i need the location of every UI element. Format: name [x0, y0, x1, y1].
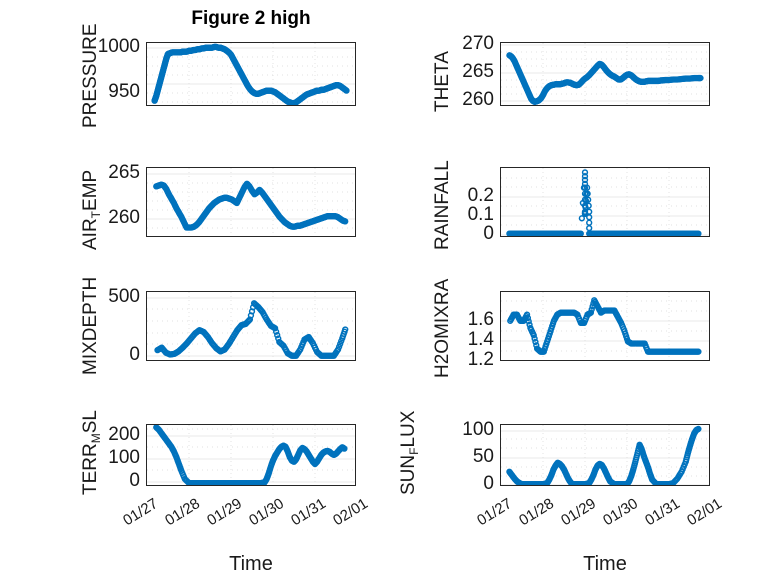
ytick-h2o-14: 1.4 [467, 329, 494, 350]
ytick-terr-100: 100 [108, 447, 140, 468]
ytick-sun-100: 100 [462, 419, 494, 440]
ytick-theta-265: 265 [462, 61, 494, 82]
xtick-right-4: 01/31 [642, 495, 684, 530]
plot-pressure [147, 43, 355, 105]
axes-theta[interactable] [500, 42, 710, 106]
xtick-right-5: 02/01 [684, 495, 726, 530]
axes-mixdepth[interactable] [146, 291, 356, 361]
xtick-left-4: 01/31 [288, 495, 330, 530]
ytick-theta-260: 260 [462, 89, 494, 110]
xaxis-title-left: Time [229, 553, 273, 575]
xtick-left-0: 01/27 [120, 495, 162, 530]
xaxis-title-right: Time [583, 553, 627, 575]
plot-sun-flux [501, 425, 709, 485]
axes-terr-msl[interactable] [146, 424, 356, 486]
xtick-left-2: 01/29 [204, 495, 246, 530]
xtick-right-3: 01/30 [600, 495, 642, 530]
xtick-right-0: 01/27 [474, 495, 516, 530]
plot-mixdepth [147, 292, 355, 360]
plot-theta [501, 43, 709, 105]
ylabel-sun-flux: SUNFLUX [398, 410, 421, 495]
ytick-terr-200: 200 [108, 424, 140, 445]
plot-terr-msl [147, 425, 355, 485]
axes-h2omixra[interactable] [500, 291, 710, 361]
ytick-mixdepth-0: 0 [129, 344, 140, 365]
ytick-h2o-12: 1.2 [467, 349, 494, 370]
ytick-airtemp-265: 265 [108, 162, 140, 183]
ytick-sun-50: 50 [472, 446, 494, 467]
xtick-right-1: 01/28 [516, 495, 558, 530]
plot-rainfall [501, 168, 709, 236]
ytick-rainfall-02: 0.2 [467, 185, 494, 206]
ytick-h2o-16: 1.6 [467, 309, 494, 330]
ytick-rainfall-0: 0 [483, 223, 494, 244]
ytick-theta-270: 270 [462, 33, 494, 54]
xtick-right-2: 01/29 [558, 495, 600, 530]
axes-pressure[interactable] [146, 42, 356, 106]
plot-air-temp [147, 168, 355, 236]
xtick-left-3: 01/30 [246, 495, 288, 530]
ytick-rainfall-01: 0.1 [467, 204, 494, 225]
ytick-mixdepth-500: 500 [108, 286, 140, 307]
ytick-sun-0: 0 [483, 473, 494, 494]
ytick-terr-0: 0 [129, 470, 140, 491]
ytick-airtemp-260: 260 [108, 207, 140, 228]
axes-sun-flux[interactable] [500, 424, 710, 486]
ytick-pressure-1000: 1000 [97, 36, 140, 57]
plot-h2omixra [501, 292, 709, 360]
figure-title: Figure 2 high [191, 8, 311, 29]
xtick-left-5: 02/01 [330, 495, 372, 530]
xtick-left-1: 01/28 [162, 495, 204, 530]
ytick-pressure-950: 950 [108, 81, 140, 102]
axes-rainfall[interactable] [500, 167, 710, 237]
axes-air-temp[interactable] [146, 167, 356, 237]
